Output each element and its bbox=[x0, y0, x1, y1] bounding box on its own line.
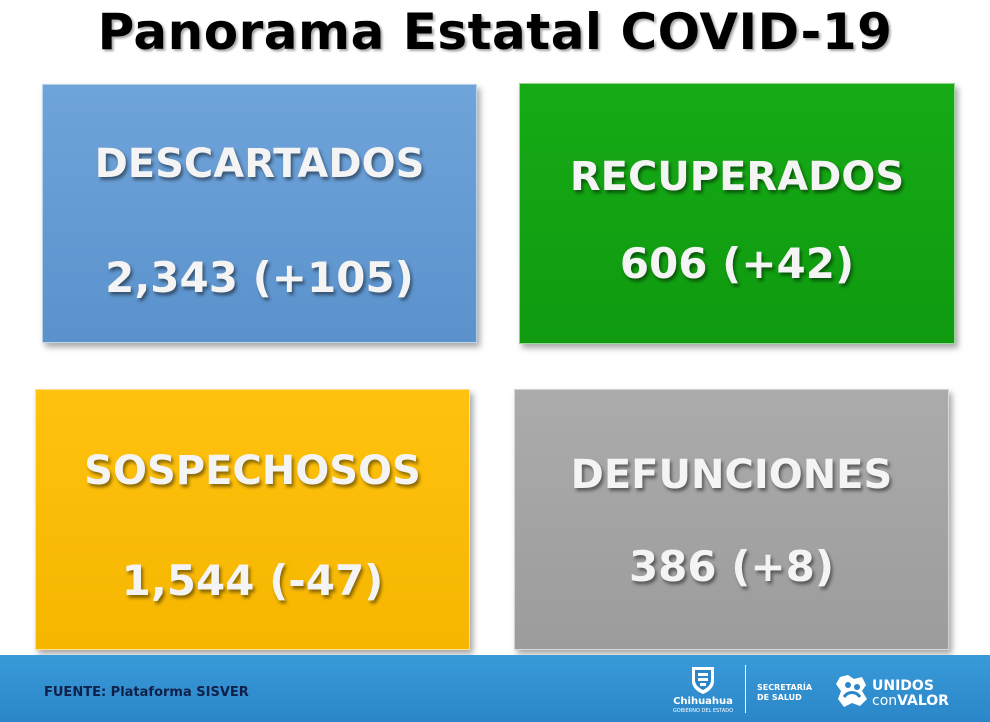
recuperados-value: 606 (+42) bbox=[619, 239, 855, 288]
con-valor-line: conVALOR bbox=[872, 694, 949, 709]
defunciones-value: 386 (+8) bbox=[628, 542, 835, 591]
footer-divider bbox=[745, 665, 746, 713]
unidos-con-valor-logo-icon bbox=[836, 675, 867, 707]
secretaria-line-1: SECRETARÍA bbox=[757, 683, 813, 692]
secretaria-line-2: DE SALUD bbox=[757, 693, 802, 702]
defunciones-card: DEFUNCIONES 386 (+8) bbox=[514, 389, 949, 650]
descartados-label: DESCARTADOS bbox=[94, 141, 425, 187]
descartados-card: DESCARTADOS 2,343 (+105) bbox=[42, 84, 477, 343]
chihuahua-logo: Chihuahua GOBIERNO DEL ESTADO bbox=[672, 665, 734, 717]
sospechosos-value: 1,544 (-47) bbox=[121, 556, 384, 605]
sospechosos-card: SOSPECHOSOS 1,544 (-47) bbox=[35, 389, 470, 650]
page-title: Panorama Estatal COVID-19 bbox=[97, 3, 893, 61]
con-word: con bbox=[872, 693, 898, 709]
unidos-line: UNIDOS bbox=[872, 678, 934, 694]
recuperados-label: RECUPERADOS bbox=[569, 154, 905, 200]
unidos-con-valor-text: UNIDOS conVALOR bbox=[872, 679, 949, 709]
valor-word: VALOR bbox=[897, 693, 949, 709]
descartados-value: 2,343 (+105) bbox=[105, 253, 414, 302]
secretaria-de-salud: SECRETARÍA DE SALUD bbox=[757, 683, 812, 703]
recuperados-card: RECUPERADOS 606 (+42) bbox=[519, 83, 955, 344]
chihuahua-name: Chihuahua bbox=[673, 696, 733, 707]
chihuahua-subtitle: GOBIERNO DEL ESTADO bbox=[672, 708, 734, 714]
footer-bar: FUENTE: Plataforma SISVER Chihuahua GOBI… bbox=[0, 655, 990, 722]
chihuahua-shield-icon bbox=[692, 667, 714, 694]
sospechosos-label: SOSPECHOSOS bbox=[84, 448, 421, 494]
defunciones-label: DEFUNCIONES bbox=[570, 452, 893, 498]
source-note: FUENTE: Plataforma SISVER bbox=[44, 685, 249, 700]
